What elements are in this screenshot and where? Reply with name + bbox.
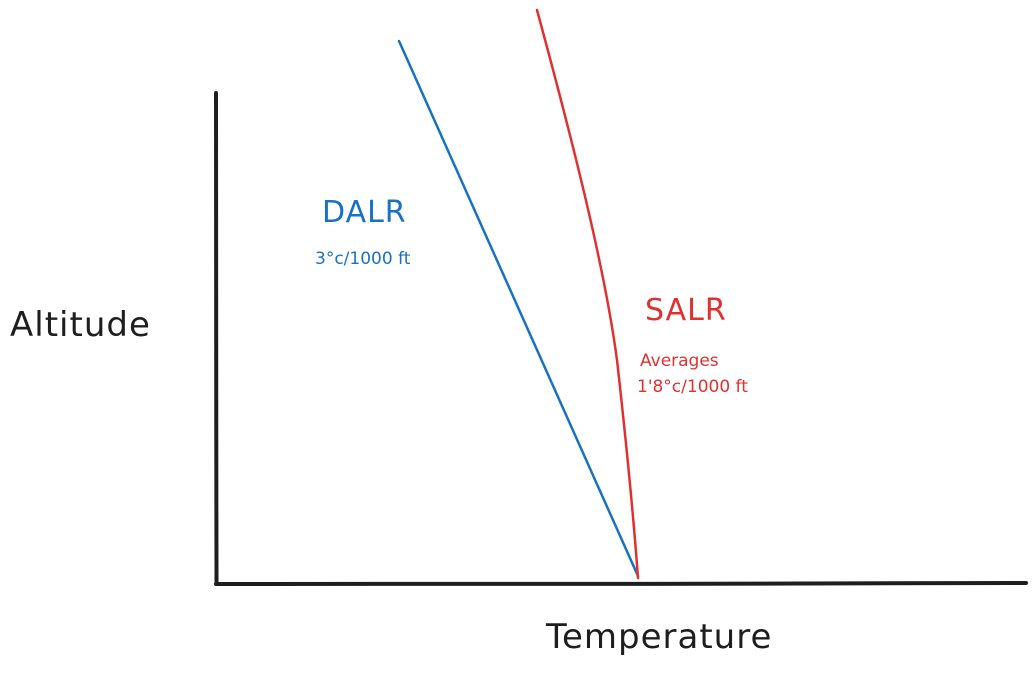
- x-axis-label: Temperature: [545, 617, 772, 657]
- y-axis: [214, 91, 219, 586]
- dalr-title: DALR: [322, 195, 407, 230]
- dalr-rate-label: 3°c/1000 ft: [315, 249, 411, 269]
- salr-note-line-1: Averages: [640, 351, 719, 371]
- y-axis-label: Altitude: [10, 305, 151, 345]
- salr-note-line-2: 1'8°c/1000 ft: [637, 377, 748, 397]
- salr-title: SALR: [645, 293, 727, 328]
- salr-line: [535, 8, 640, 580]
- dalr-line: [397, 39, 640, 578]
- x-axis: [214, 581, 1028, 587]
